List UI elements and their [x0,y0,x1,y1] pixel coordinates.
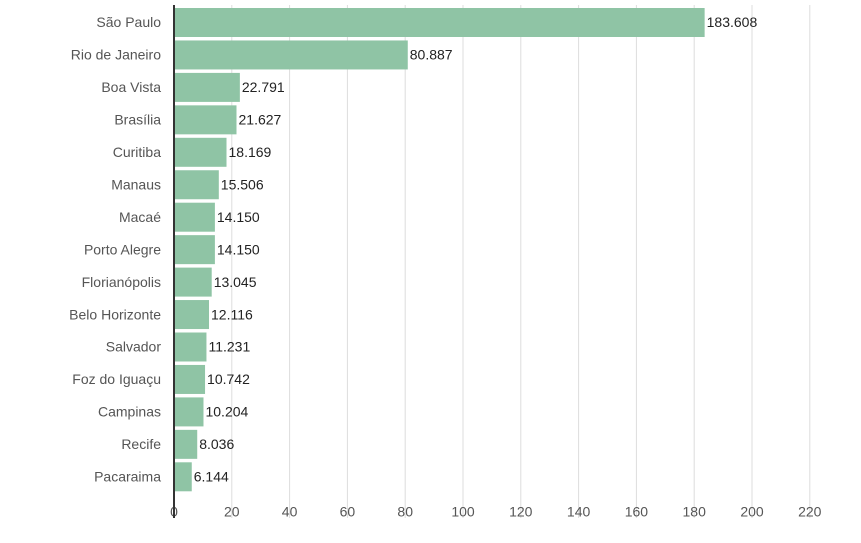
x-tick-label: 100 [451,504,475,520]
category-label: Pacaraima [94,469,161,485]
bar [174,332,207,362]
category-label: Belo Horizonte [69,306,161,322]
value-label: 14.150 [217,241,260,257]
value-labels: 183.608 80.887 22.791 21.627 18.169 15.506 14.… [194,14,758,484]
value-label: 15.506 [221,176,264,192]
value-label: 18.169 [229,144,272,160]
bar [174,300,210,330]
bar [174,429,198,459]
category-label: Foz do Iguaçu [72,371,161,387]
x-tick-label: 120 [509,504,533,520]
bar [174,8,705,37]
value-label: 12.116 [211,306,253,322]
category-label: Florianópolis [82,274,161,290]
category-label: Manaus [111,176,161,192]
bar [174,72,240,102]
value-label: 10.204 [205,404,248,420]
x-tick-label: 140 [567,504,591,520]
category-label: Macaé [119,209,161,225]
category-label: Rio de Janeiro [71,47,161,63]
category-label: Brasília [114,112,161,128]
value-label: 22.791 [242,79,285,95]
x-tick-label: 60 [340,504,356,520]
bar [174,235,215,265]
x-tick-label: 200 [740,504,764,520]
bar [174,105,237,135]
bar [174,397,204,427]
value-label: 11.231 [208,339,250,355]
x-tick-label: 180 [683,504,707,520]
value-label: 13.045 [214,274,257,290]
category-label: Salvador [106,339,162,355]
gridlines [231,5,811,518]
category-label: Recife [121,436,161,452]
x-tick-label: 80 [397,504,413,520]
category-label: Porto Alegre [84,241,161,257]
category-labels: São Paulo Rio de Janeiro Boa Vista Brasília… [69,14,161,484]
x-tick-label: 40 [282,504,298,520]
x-tick-labels: 020406080100120140160180200220 [170,504,822,520]
category-label: São Paulo [96,14,161,30]
bar [174,267,212,297]
value-label: 183.608 [707,14,758,30]
value-label: 80.887 [410,47,453,63]
bar [174,364,206,394]
value-label: 21.627 [239,112,282,128]
value-label: 8.036 [199,436,234,452]
bar [174,170,219,200]
value-label: 10.742 [207,371,250,387]
category-label: Campinas [98,404,161,420]
bar [174,462,192,492]
category-label: Boa Vista [101,79,161,95]
value-label: 14.150 [217,209,260,225]
category-label: Curitiba [113,144,161,160]
bar [174,202,215,232]
x-tick-label: 220 [798,504,822,520]
x-tick-label: 160 [625,504,649,520]
bar [174,137,227,167]
value-label: 6.144 [194,469,229,485]
bars [174,8,705,492]
bar [174,40,408,70]
x-tick-label: 20 [224,504,240,520]
